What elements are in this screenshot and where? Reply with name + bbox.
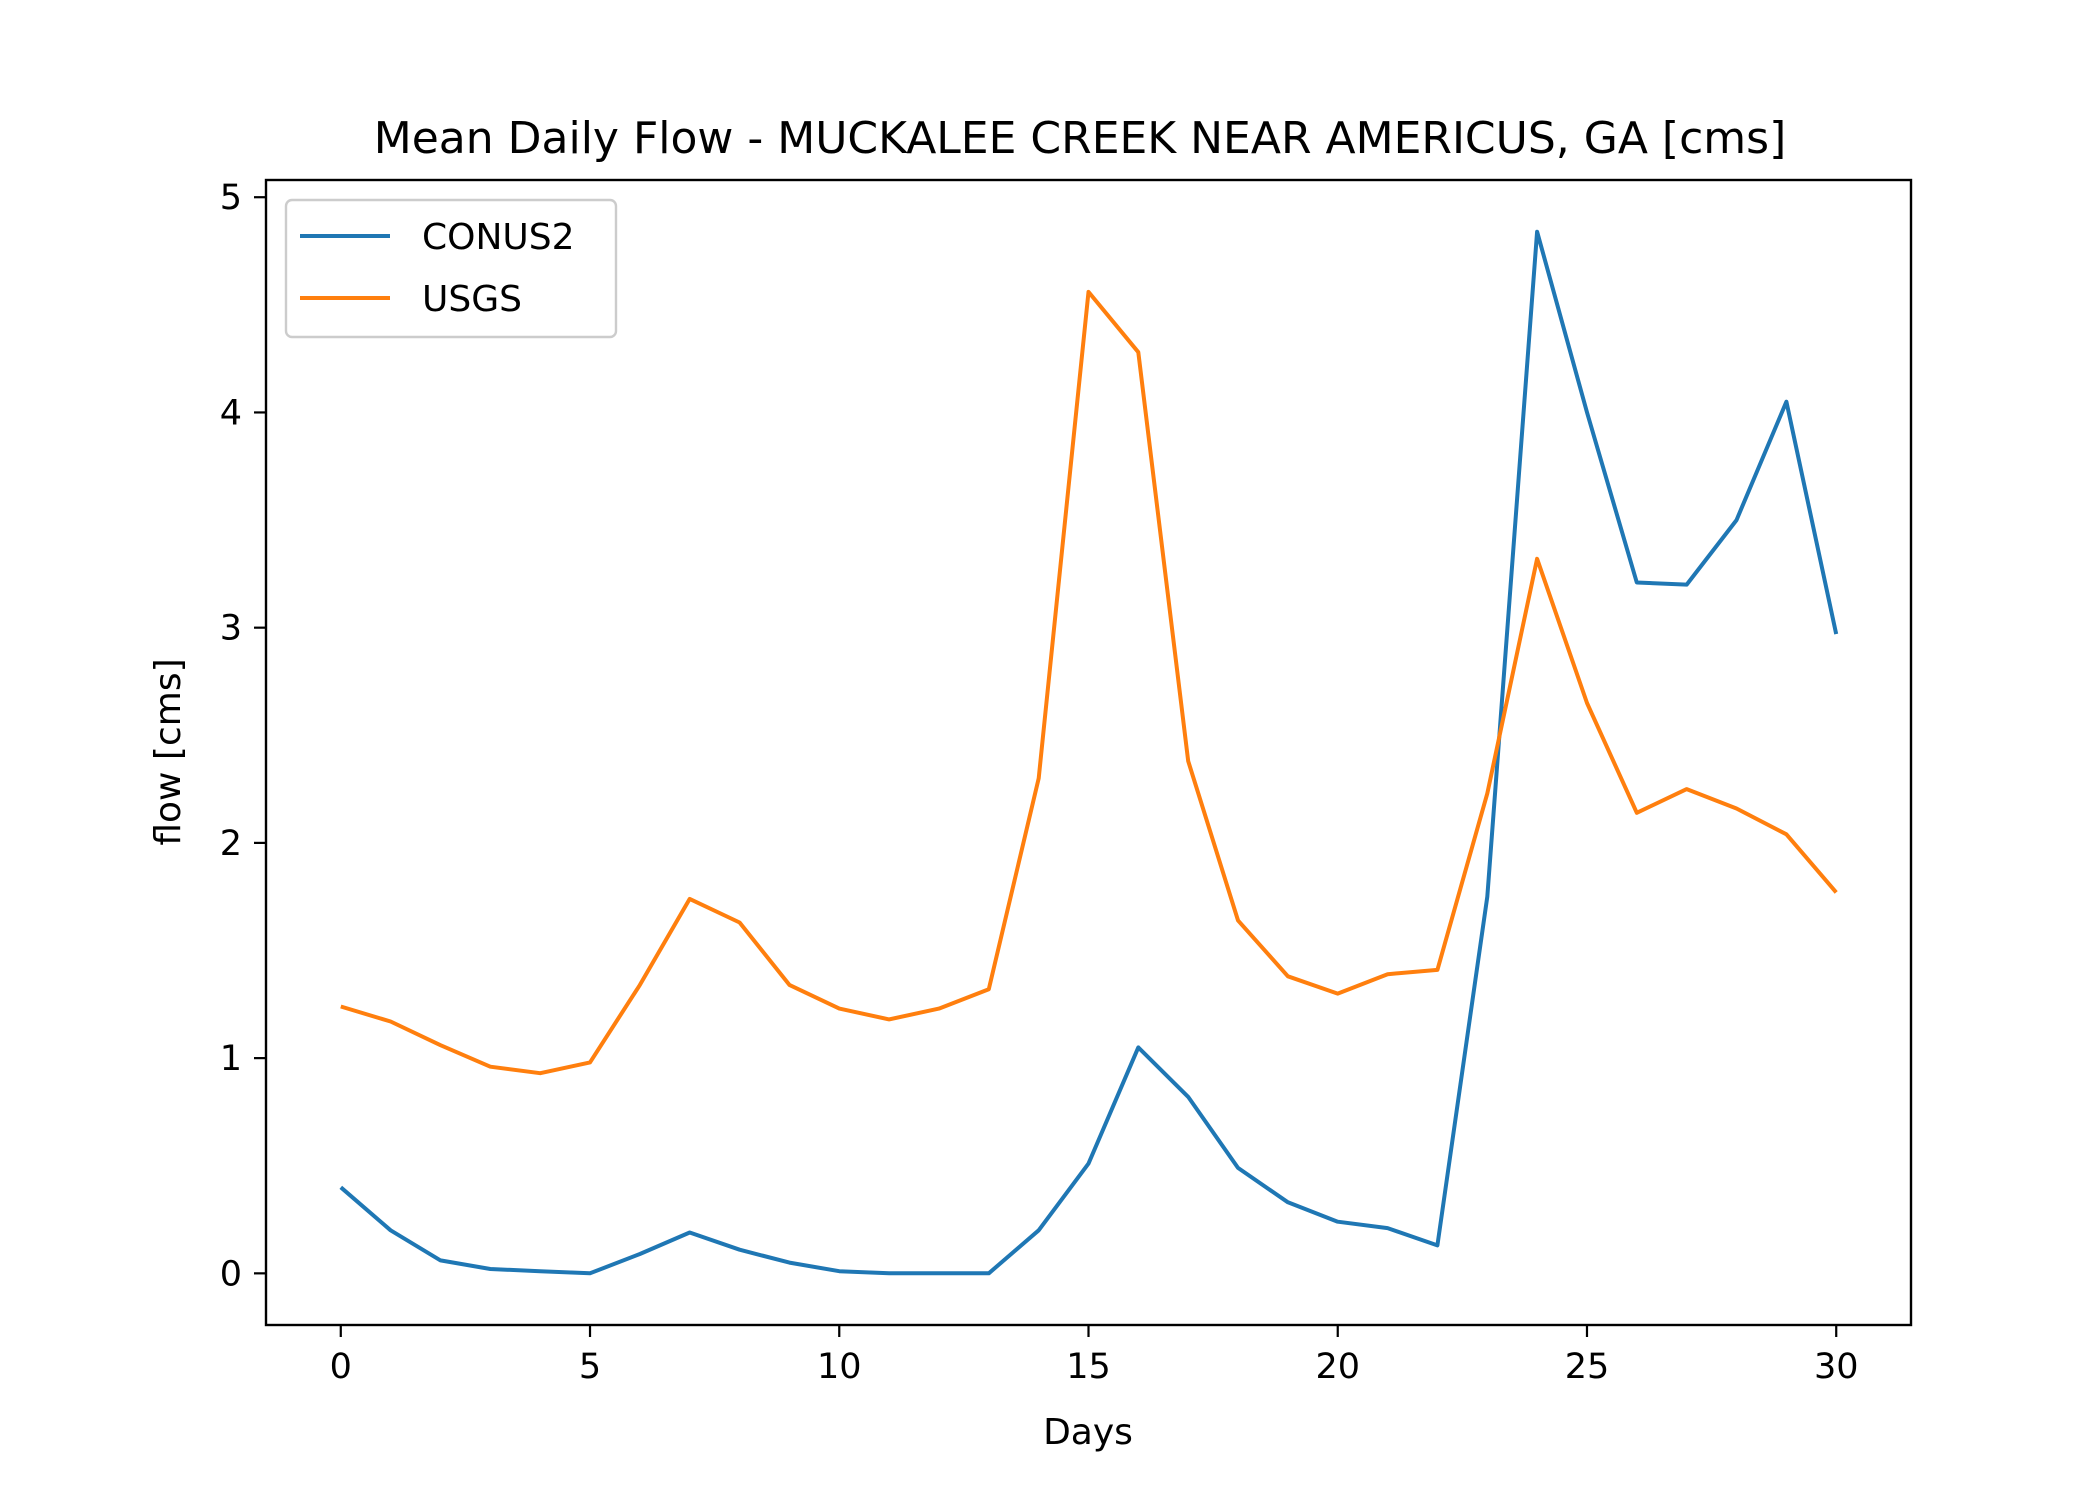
chart-title: Mean Daily Flow - MUCKALEE CREEK NEAR AM… (374, 113, 1787, 164)
x-tick-label: 20 (1315, 1347, 1360, 1387)
x-axis-label: Days (1043, 1412, 1133, 1453)
plot-frame (264, 178, 1913, 1327)
x-tick-label: 10 (817, 1347, 862, 1387)
x-tick-label: 0 (330, 1347, 352, 1387)
x-axis: 0 5 10 15 20 25 30 (330, 1325, 1859, 1387)
y-tick-label: 2 (220, 824, 242, 864)
x-tick-label: 15 (1066, 1347, 1111, 1387)
legend-label-conus2: CONUS2 (422, 217, 575, 258)
series-line-usgs (340, 289, 1838, 1076)
legend: CONUS2 USGS (284, 198, 618, 339)
legend-label-usgs: USGS (422, 279, 522, 320)
y-axis: 0 1 2 3 4 5 (220, 178, 266, 1294)
y-tick-label: 1 (220, 1039, 242, 1079)
y-axis-label: flow [cms] (148, 658, 189, 845)
series-layer (339, 229, 1839, 1276)
y-tick-label: 5 (220, 178, 242, 218)
y-tick-label: 3 (220, 609, 242, 649)
y-tick-label: 0 (220, 1254, 242, 1294)
x-tick-label: 30 (1814, 1347, 1859, 1387)
y-tick-label: 4 (220, 393, 242, 433)
series-line-conus2 (339, 229, 1839, 1276)
x-tick-label: 25 (1565, 1347, 1610, 1387)
x-tick-label: 5 (579, 1347, 601, 1387)
